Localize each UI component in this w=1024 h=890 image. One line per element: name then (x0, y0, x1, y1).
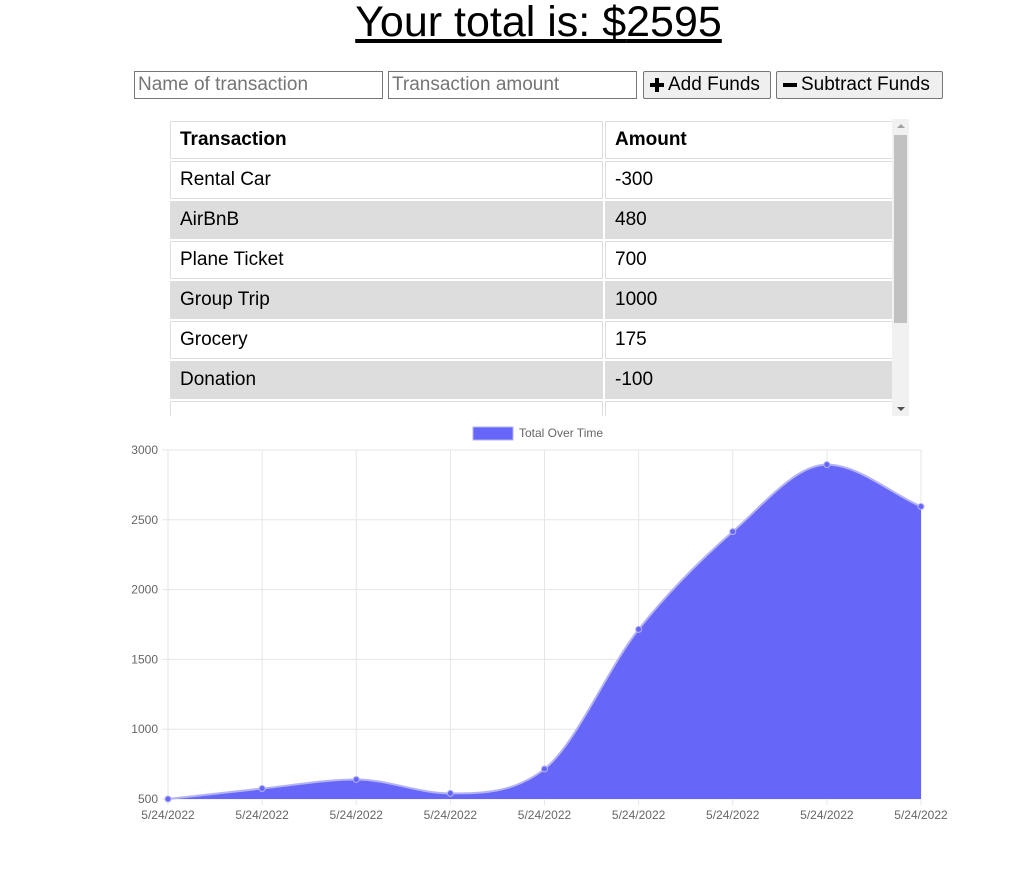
total-amount: 2595 (626, 0, 722, 46)
x-tick-label: 5/24/2022 (612, 808, 666, 822)
total-over-time-chart: 500 1000 1500 2000 2500 3000 5/24/2022 5/24/202… (131, 426, 948, 822)
table-row: Group Trip 1000 (170, 281, 893, 319)
transaction-amount-cell: -300 (605, 161, 893, 199)
transaction-name-cell: Grocery (170, 321, 603, 359)
series-line (167, 463, 922, 800)
y-tick-label: 1500 (131, 652, 158, 666)
scroll-down-arrow-icon[interactable] (897, 407, 905, 411)
x-tick-label: 5/24/2022 (518, 808, 572, 822)
y-tick-label: 2000 (131, 583, 158, 597)
y-tick-label: 1000 (131, 722, 158, 736)
transaction-name-cell: AirBnB (170, 201, 603, 239)
transactions-table: Transaction Amount Rental Car -300 AirBn… (168, 119, 895, 416)
scroll-up-arrow-icon[interactable] (897, 124, 905, 128)
area-fill (168, 464, 921, 799)
legend-swatch (472, 426, 514, 441)
x-tick-label: 5/24/2022 (894, 808, 948, 822)
scrollbar-thumb[interactable] (894, 135, 907, 323)
add-funds-button[interactable]: Add Funds (643, 71, 771, 99)
data-point (823, 461, 831, 469)
table-row: Donation -100 (170, 361, 893, 399)
x-tick-label: 5/24/2022 (235, 808, 289, 822)
transaction-amount-input[interactable] (388, 71, 637, 99)
data-point (258, 785, 266, 793)
x-tick-label: 5/24/2022 (330, 808, 384, 822)
total-heading: Your total is: $2595 (0, 0, 1024, 48)
data-point (729, 528, 737, 536)
transaction-amount-cell: 480 (605, 201, 893, 239)
transaction-name-cell: Rental Car (170, 161, 603, 199)
plus-icon (650, 78, 664, 92)
header-transaction: Transaction (170, 121, 603, 159)
transaction-amount-cell: -100 (605, 361, 893, 399)
legend-label: Total Over Time (519, 426, 603, 440)
data-point (635, 625, 643, 633)
x-tick-label: 5/24/2022 (706, 808, 760, 822)
table-scrollbar[interactable] (892, 119, 909, 416)
x-tick-label: 5/24/2022 (424, 808, 478, 822)
transaction-name-input[interactable] (134, 71, 383, 99)
total-prefix: Your total is: $ (355, 0, 627, 46)
minus-icon (783, 83, 797, 87)
add-funds-label: Add Funds (668, 74, 760, 95)
transactions-table-container[interactable]: Transaction Amount Rental Car -300 AirBn… (168, 119, 910, 416)
header-amount: Amount (605, 121, 893, 159)
transaction-amount-cell (605, 401, 893, 416)
table-row (170, 401, 893, 416)
transaction-amount-cell: 700 (605, 241, 893, 279)
table-row: AirBnB 480 (170, 201, 893, 239)
transaction-amount-cell: 175 (605, 321, 893, 359)
subtract-funds-label: Subtract Funds (801, 74, 930, 95)
data-point (352, 775, 360, 783)
transaction-name-cell: Group Trip (170, 281, 603, 319)
table-row: Rental Car -300 (170, 161, 893, 199)
transaction-name-cell (170, 401, 603, 416)
y-tick-label: 500 (138, 792, 158, 806)
table-header-row: Transaction Amount (170, 121, 893, 159)
data-point (917, 503, 925, 511)
transaction-amount-cell: 1000 (605, 281, 893, 319)
subtract-funds-button[interactable]: Subtract Funds (776, 71, 943, 99)
transaction-name-cell: Donation (170, 361, 603, 399)
x-tick-label: 5/24/2022 (800, 808, 854, 822)
table-row: Grocery 175 (170, 321, 893, 359)
table-row: Plane Ticket 700 (170, 241, 893, 279)
x-tick-label: 5/24/2022 (141, 808, 195, 822)
transaction-name-cell: Plane Ticket (170, 241, 603, 279)
data-point (164, 795, 172, 803)
y-tick-label: 3000 (131, 443, 158, 457)
data-point (541, 765, 548, 773)
data-point (446, 789, 454, 797)
y-tick-label: 2500 (131, 513, 158, 527)
